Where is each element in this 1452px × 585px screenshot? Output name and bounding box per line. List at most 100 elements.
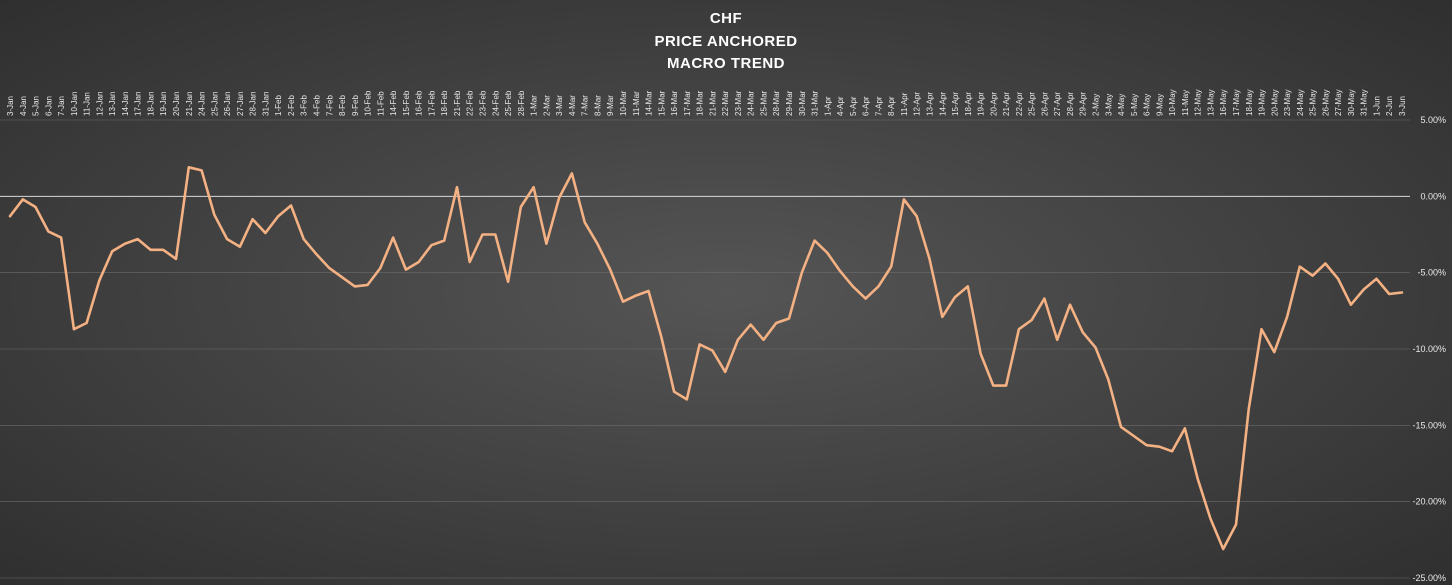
data-point	[711, 349, 714, 352]
y-tick-label: -25.00%	[1412, 573, 1446, 583]
x-tick-label: 18-May	[1245, 89, 1254, 116]
data-point	[1158, 445, 1161, 448]
x-tick-label: 18-Feb	[440, 90, 449, 116]
y-tick-label: -15.00%	[1412, 420, 1446, 430]
data-point	[494, 233, 497, 236]
y-tick-label: -10.00%	[1412, 344, 1446, 354]
data-point	[60, 236, 62, 239]
x-tick-label: 16-Feb	[415, 90, 424, 116]
data-point	[571, 172, 573, 175]
data-point	[251, 218, 254, 220]
data-point	[302, 238, 305, 240]
data-point	[558, 197, 560, 199]
data-point	[1260, 328, 1263, 331]
data-point	[1299, 265, 1301, 268]
data-point	[1056, 339, 1058, 341]
data-point	[1209, 517, 1212, 520]
data-point	[328, 267, 331, 269]
x-tick-label: 28-Feb	[517, 90, 526, 116]
x-axis-tick-labels: 3-Jan 4-Jan 5-Jan 6-Jan 7-Jan 10-Jan 11-Jan 12-…	[6, 89, 1407, 116]
x-tick-label: 16-May	[1219, 89, 1228, 116]
x-tick-label: 29-Apr	[1079, 92, 1088, 116]
x-tick-label: 22-Apr	[1015, 92, 1024, 116]
x-tick-label: 9-Feb	[351, 95, 360, 116]
data-point	[852, 285, 854, 288]
data-point	[1018, 328, 1020, 331]
x-tick-label: 3-May	[1104, 94, 1113, 116]
x-tick-label: 14-Mar	[645, 90, 654, 116]
x-tick-label: 14-Apr	[938, 92, 947, 116]
x-tick-label: 26-May	[1321, 89, 1330, 116]
data-point	[175, 258, 177, 260]
data-point	[22, 198, 24, 201]
data-point	[788, 317, 790, 320]
chart-title-line-1: CHF	[710, 10, 742, 27]
data-point	[405, 268, 407, 271]
data-point	[111, 250, 113, 253]
x-tick-label: 15-Feb	[402, 90, 411, 116]
chart-title-line-3: MACRO TREND	[667, 55, 785, 72]
data-point	[1043, 297, 1046, 300]
x-tick-label: 31-Jan	[261, 92, 270, 116]
data-point	[1248, 407, 1250, 410]
chart-title: CHF PRICE ANCHORED MACRO TREND	[654, 10, 797, 72]
x-tick-label: 8-Feb	[338, 95, 347, 116]
data-point	[660, 336, 663, 338]
data-point	[290, 204, 292, 207]
data-point	[1030, 319, 1033, 321]
x-tick-label: 3-Feb	[300, 95, 309, 116]
x-tick-label: 4-Apr	[836, 96, 845, 116]
data-point	[1196, 478, 1199, 480]
x-tick-label: 6-May	[1143, 94, 1152, 116]
data-point	[34, 206, 37, 208]
data-point	[698, 343, 701, 346]
x-tick-label: 10-Mar	[619, 90, 628, 116]
data-point	[1350, 303, 1352, 306]
x-tick-label: 19-Jan	[159, 92, 168, 116]
x-tick-label: 8-Apr	[887, 96, 896, 116]
x-tick-label: 11-Jan	[83, 92, 92, 116]
x-tick-label: 9-Mar	[606, 95, 615, 116]
data-point	[1286, 316, 1288, 318]
y-tick-label: 5.00%	[1420, 115, 1446, 125]
data-point	[1235, 523, 1237, 526]
data-point	[826, 252, 829, 254]
x-tick-label: 26-Apr	[1040, 92, 1049, 116]
x-tick-label: 10-May	[1168, 89, 1177, 116]
x-tick-label: 20-Jan	[172, 92, 181, 116]
x-tick-label: 18-Apr	[964, 92, 973, 116]
x-tick-label: 13-Apr	[926, 92, 935, 116]
x-tick-label: 5-May	[1130, 94, 1139, 116]
x-tick-label: 1-Mar	[530, 95, 539, 116]
y-tick-label: -20.00%	[1412, 497, 1446, 507]
x-tick-label: 25-May	[1309, 89, 1318, 116]
x-tick-label: 2-May	[1092, 94, 1101, 116]
x-tick-label: 12-May	[1194, 89, 1203, 116]
data-point	[341, 276, 343, 279]
data-point	[9, 215, 11, 217]
series-group	[8, 166, 1404, 551]
x-tick-label: 20-May	[1270, 89, 1279, 116]
x-tick-label: 26-Jan	[223, 92, 232, 116]
data-point	[928, 258, 931, 260]
data-point	[992, 384, 995, 387]
data-point	[1311, 274, 1314, 277]
x-tick-label: 4-Mar	[568, 95, 577, 116]
x-tick-label: 28-Apr	[1066, 92, 1075, 116]
data-point	[456, 186, 458, 188]
x-tick-label: 21-Jan	[185, 92, 194, 116]
data-point	[609, 268, 611, 271]
x-tick-label: 17-Mar	[683, 90, 692, 116]
data-point	[724, 371, 726, 373]
data-point	[1171, 450, 1173, 453]
x-tick-label: 11-Mar	[632, 91, 641, 116]
data-point	[124, 242, 126, 245]
x-tick-label: 1-Feb	[274, 95, 283, 116]
x-tick-label: 21-Feb	[453, 90, 462, 116]
x-tick-label: 12-Jan	[95, 92, 104, 116]
data-point	[1222, 548, 1224, 550]
data-point	[315, 253, 318, 256]
x-tick-label: 11-May	[1181, 90, 1190, 116]
